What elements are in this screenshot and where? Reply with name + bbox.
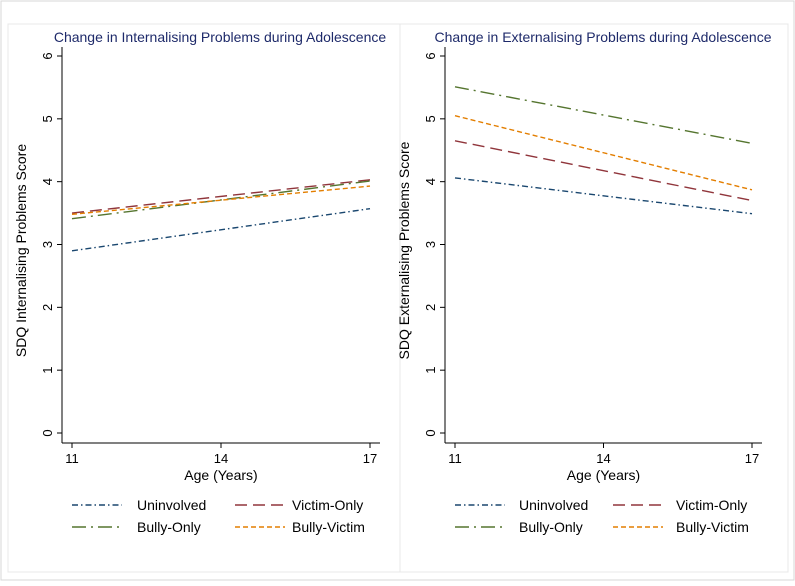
- y-tick-label: 1: [40, 367, 55, 374]
- y-tick-label: 3: [423, 241, 438, 248]
- y-tick-label: 5: [40, 115, 55, 122]
- series-line-bully-victim: [454, 115, 753, 191]
- x-tick-label: 17: [363, 451, 377, 466]
- x-tick-label: 11: [448, 451, 462, 466]
- chart-panel-1: Change in Internalising Problems during …: [7, 23, 401, 573]
- chart-panel-2: Change in Externalising Problems during …: [396, 23, 789, 573]
- series-line-uninvolved: [454, 177, 753, 215]
- legend-label-bully-victim: Bully-Victim: [676, 519, 749, 535]
- y-tick-label: 3: [40, 241, 55, 248]
- y-axis-label: SDQ Internalising Problems Score: [13, 144, 29, 357]
- y-tick-label: 4: [40, 178, 55, 185]
- legend-label-uninvolved: Uninvolved: [519, 497, 588, 513]
- series-line-victim-only: [454, 140, 753, 202]
- y-tick-label: 1: [423, 367, 438, 374]
- legend-label-bully-only: Bully-Only: [519, 519, 583, 535]
- x-axis-label: Age (Years): [567, 467, 640, 483]
- y-axis-label: SDQ Externalising Problems Score: [396, 141, 412, 359]
- chart-title: Change in Externalising Problems during …: [435, 29, 772, 45]
- y-tick-label: 6: [40, 52, 55, 59]
- series-line-victim-only: [71, 179, 371, 214]
- y-tick-label: 2: [40, 304, 55, 311]
- y-tick-label: 0: [40, 429, 55, 436]
- series-line-bully-only: [454, 86, 753, 145]
- y-tick-label: 4: [423, 178, 438, 185]
- y-tick-label: 5: [423, 115, 438, 122]
- x-tick-label: 11: [65, 451, 79, 466]
- legend-label-victim-only: Victim-Only: [292, 497, 363, 513]
- y-tick-label: 0: [423, 429, 438, 436]
- series-line-bully-victim: [71, 185, 371, 216]
- x-tick-label: 14: [596, 451, 610, 466]
- series-line-uninvolved: [71, 207, 371, 252]
- legend-label-uninvolved: Uninvolved: [137, 497, 206, 513]
- series-line-bully-only: [71, 180, 371, 220]
- legend-label-bully-only: Bully-Only: [137, 519, 201, 535]
- y-tick-label: 2: [423, 304, 438, 311]
- x-axis-label: Age (Years): [184, 467, 257, 483]
- legend-label-victim-only: Victim-Only: [676, 497, 747, 513]
- chart-title: Change in Internalising Problems during …: [54, 29, 387, 45]
- panel-frame: [399, 23, 789, 573]
- x-tick-label: 17: [745, 451, 759, 466]
- x-tick-label: 14: [214, 451, 228, 466]
- panel-frame: [7, 23, 401, 573]
- y-tick-label: 6: [423, 52, 438, 59]
- legend-label-bully-victim: Bully-Victim: [292, 519, 365, 535]
